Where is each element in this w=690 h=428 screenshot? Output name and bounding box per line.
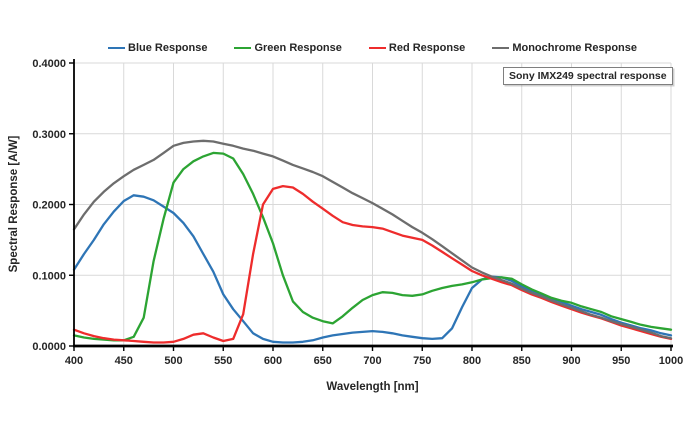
series-line-blue-response bbox=[72, 194, 673, 344]
x-tick-label: 450 bbox=[115, 355, 133, 367]
legend-line-icon bbox=[368, 46, 386, 50]
x-tick-label: 500 bbox=[164, 355, 182, 367]
x-tick-label: 750 bbox=[413, 355, 431, 367]
x-axis-title: Wavelength [nm] bbox=[326, 381, 419, 393]
y-tick-label: 0.4000 bbox=[32, 58, 66, 70]
legend-label: Green Response bbox=[254, 42, 342, 54]
series-line-monochrome-response bbox=[72, 139, 673, 340]
series-line-green-response bbox=[72, 151, 673, 342]
x-tick-label: 950 bbox=[612, 355, 630, 367]
annotation-text: Sony IMX249 spectral response bbox=[509, 70, 667, 82]
legend-label: Blue Response bbox=[128, 42, 208, 54]
x-tick-label: 650 bbox=[314, 355, 332, 367]
x-tick-label: 400 bbox=[65, 355, 83, 367]
x-tick-label: 600 bbox=[264, 355, 282, 367]
x-tick-label: 700 bbox=[363, 355, 381, 367]
legend-line-icon bbox=[108, 46, 125, 50]
annotation-box: Sony IMX249 spectral response bbox=[503, 67, 673, 85]
x-tick-label: 800 bbox=[463, 355, 481, 367]
y-tick-label: 0.3000 bbox=[32, 129, 66, 141]
legend-item-red-response: Red Response bbox=[368, 42, 466, 54]
chart-legend: Blue Response Green Response Red Response M… bbox=[74, 40, 671, 56]
legend-item-blue-response: Blue Response bbox=[108, 42, 207, 54]
legend-label: Red Response bbox=[388, 42, 466, 54]
legend-line-icon bbox=[234, 46, 252, 50]
y-tick-label: 0.0000 bbox=[32, 341, 66, 353]
x-tick-label: 850 bbox=[513, 355, 531, 367]
y-tick-label: 0.1000 bbox=[32, 270, 66, 282]
legend-line-icon bbox=[492, 46, 510, 50]
y-axis-title: Spectral Response [A/W] bbox=[8, 135, 20, 273]
y-tick-label: 0.2000 bbox=[32, 200, 66, 212]
x-tick-label: 550 bbox=[214, 355, 232, 367]
legend-label: Monochrome Response bbox=[512, 42, 637, 54]
series-line-red-response bbox=[72, 184, 673, 344]
legend-item-monochrome-response: Monochrome Response bbox=[492, 42, 637, 54]
legend-item-green-response: Green Response bbox=[234, 42, 342, 54]
x-tick-label: 900 bbox=[562, 355, 580, 367]
x-tick-label: 1000 bbox=[659, 355, 683, 367]
